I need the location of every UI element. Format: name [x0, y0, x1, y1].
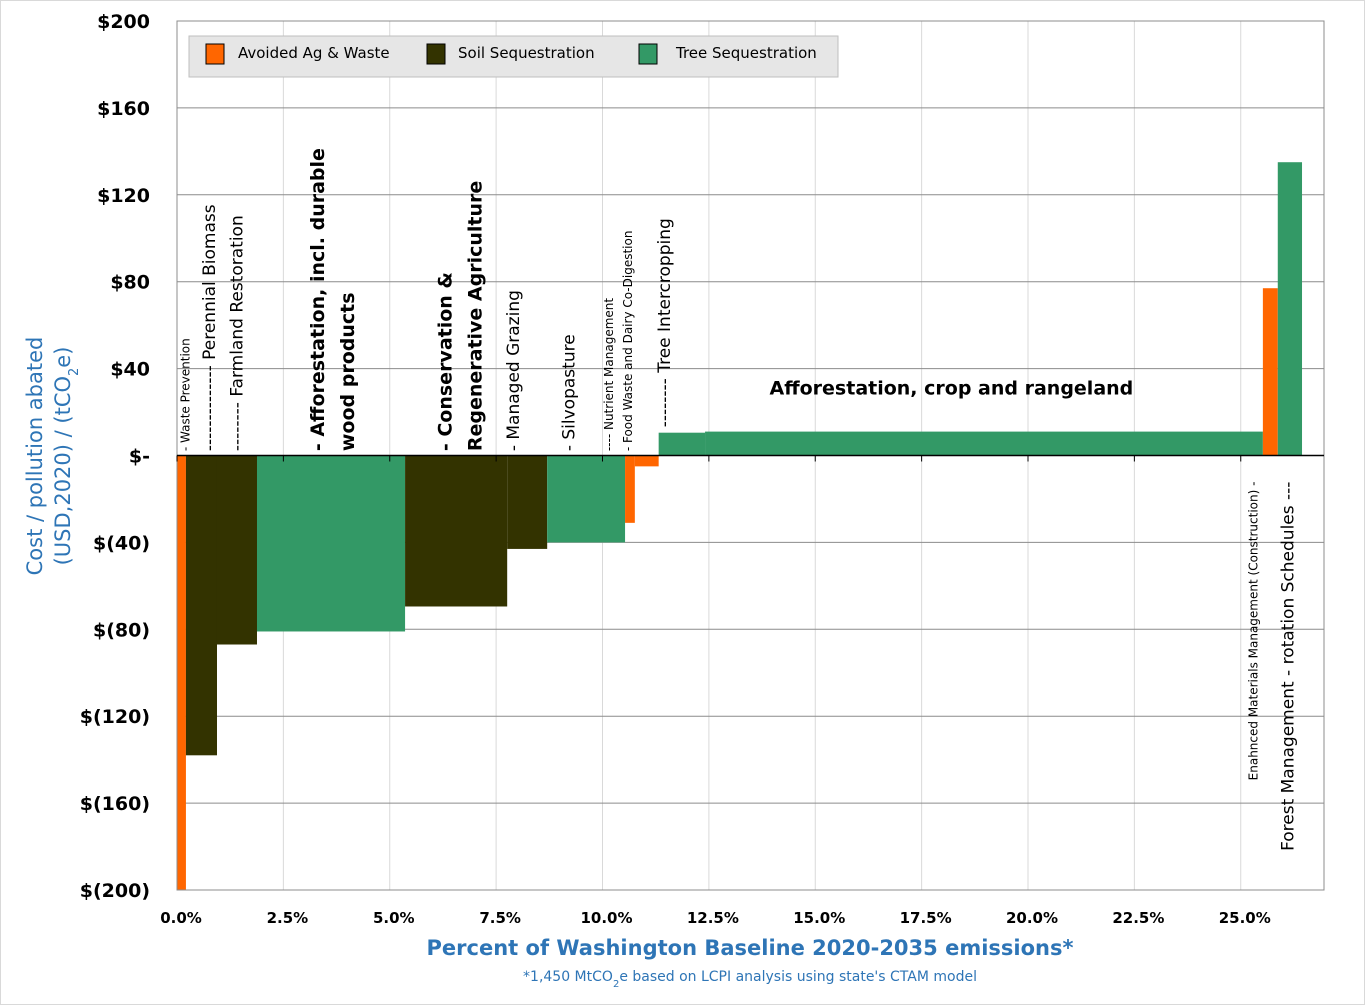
- x-tick-label: 2.5%: [267, 909, 309, 927]
- annotation-label: -------------- Perennial Biomass: [200, 204, 220, 451]
- annotation-label: ---- Nutrient Management: [602, 298, 616, 452]
- legend-swatch-soil-sequestration: [426, 43, 446, 65]
- bar-tree-sequestration: [658, 432, 706, 456]
- annotation-label: Regenerative Agriculture: [465, 181, 487, 451]
- annotation-label: Enahnced Materials Management (Construct…: [1247, 482, 1261, 781]
- y-tick-label: $-: [129, 446, 150, 468]
- y-tick-label: $160: [97, 98, 150, 120]
- y-tick-label: $(120): [80, 706, 150, 728]
- bar-avoided-ag-waste: [625, 455, 635, 523]
- x-tick-label: 12.5%: [687, 909, 739, 927]
- y-tick-label: $(160): [80, 793, 150, 815]
- axes: [176, 20, 1325, 891]
- bar-tree-sequestration: [256, 455, 406, 632]
- bar-soil-sequestration: [216, 455, 257, 645]
- y-tick-label: $40: [110, 359, 150, 381]
- annotation-label: -------- Tree Intercropping: [655, 218, 675, 427]
- legend-label-soil-sequestration: Soil Sequestration: [458, 44, 595, 62]
- annotations: - Waste Prevention -------------- Perenni…: [179, 148, 1299, 851]
- bar-soil-sequestration: [185, 455, 217, 756]
- bar-soil-sequestration: [405, 455, 508, 607]
- annotation-label: - Waste Prevention: [179, 338, 193, 451]
- bar-tree-sequestration: [547, 455, 626, 543]
- annotation-label: wood products: [337, 292, 359, 451]
- annotation-label: - Managed Grazing: [504, 290, 524, 451]
- legend-box: [188, 35, 839, 78]
- annotation-label: - Afforestation, incl. durable: [307, 148, 329, 451]
- bar-avoided-ag-waste: [177, 455, 186, 890]
- x-axis-title: Percent of Washington Baseline 2020-2035…: [427, 936, 1074, 960]
- y-axis-title-line2: (USD,2020) / (tCO2e): [51, 347, 82, 566]
- y-tick-label: $80: [110, 272, 150, 294]
- x-tick-label: 22.5%: [1112, 909, 1164, 927]
- bar-avoided-ag-waste: [634, 455, 659, 467]
- legend-label-tree-sequestration: Tree Sequestration: [675, 44, 817, 62]
- y-axis-title-line1: Cost / pollution abated: [23, 337, 47, 576]
- y-tick-label: $(200): [80, 880, 150, 902]
- annotation-label: - Conservation &: [435, 272, 457, 451]
- legend-swatch-tree-sequestration: [638, 43, 658, 65]
- bar-soil-sequestration: [507, 455, 548, 549]
- x-tick-label: 17.5%: [900, 909, 952, 927]
- bar-tree-sequestration: [1277, 162, 1303, 456]
- annotation-label: Forest Management - rotation Schedules -…: [1279, 482, 1299, 851]
- x-tick-labels: 0.0% 2.5% 5.0% 7.5% 10.0% 12.5% 15.0% 17.5% 20.0…: [160, 909, 1271, 927]
- legend-swatch-avoided-ag-waste: [205, 43, 225, 65]
- annotation-label: - Silvopasture: [559, 334, 579, 451]
- y-tick-label: $(40): [93, 532, 150, 554]
- annotation-label: - Food Waste and Dairy Co-Digestion: [621, 231, 635, 452]
- x-tick-label: 0.0%: [160, 909, 202, 927]
- y-tick-label: $120: [97, 185, 150, 207]
- bar-avoided-ag-waste: [1262, 288, 1278, 456]
- y-tick-labels: $200 $160 $120 $80 $40 $- $(40) $(80) $(120) $(16…: [80, 11, 150, 902]
- x-tick-label: 25.0%: [1219, 909, 1271, 927]
- legend: Avoided Ag & Waste Soil Sequestration Tr…: [188, 35, 839, 78]
- annotation-label: -------- Farmland Restoration: [228, 215, 248, 451]
- x-tick-label: 5.0%: [373, 909, 415, 927]
- y-tick-label: $200: [97, 11, 150, 33]
- y-tick-label: $(80): [93, 619, 150, 641]
- x-tick-label: 20.0%: [1006, 909, 1058, 927]
- x-tick-label: 15.0%: [793, 909, 845, 927]
- x-tick-label: 10.0%: [580, 909, 632, 927]
- x-axis-footnote: *1,450 MtCO2e based on LCPI analysis usi…: [523, 969, 977, 990]
- bar-tree-sequestration: [705, 431, 1263, 456]
- annotation-label: Afforestation, crop and rangeland: [770, 378, 1134, 400]
- bars: [177, 162, 1303, 890]
- x-tick-label: 7.5%: [479, 909, 521, 927]
- y-axis-title: Cost / pollution abated (USD,2020) / (tC…: [23, 337, 82, 576]
- legend-label-avoided-ag-waste: Avoided Ag & Waste: [238, 44, 390, 62]
